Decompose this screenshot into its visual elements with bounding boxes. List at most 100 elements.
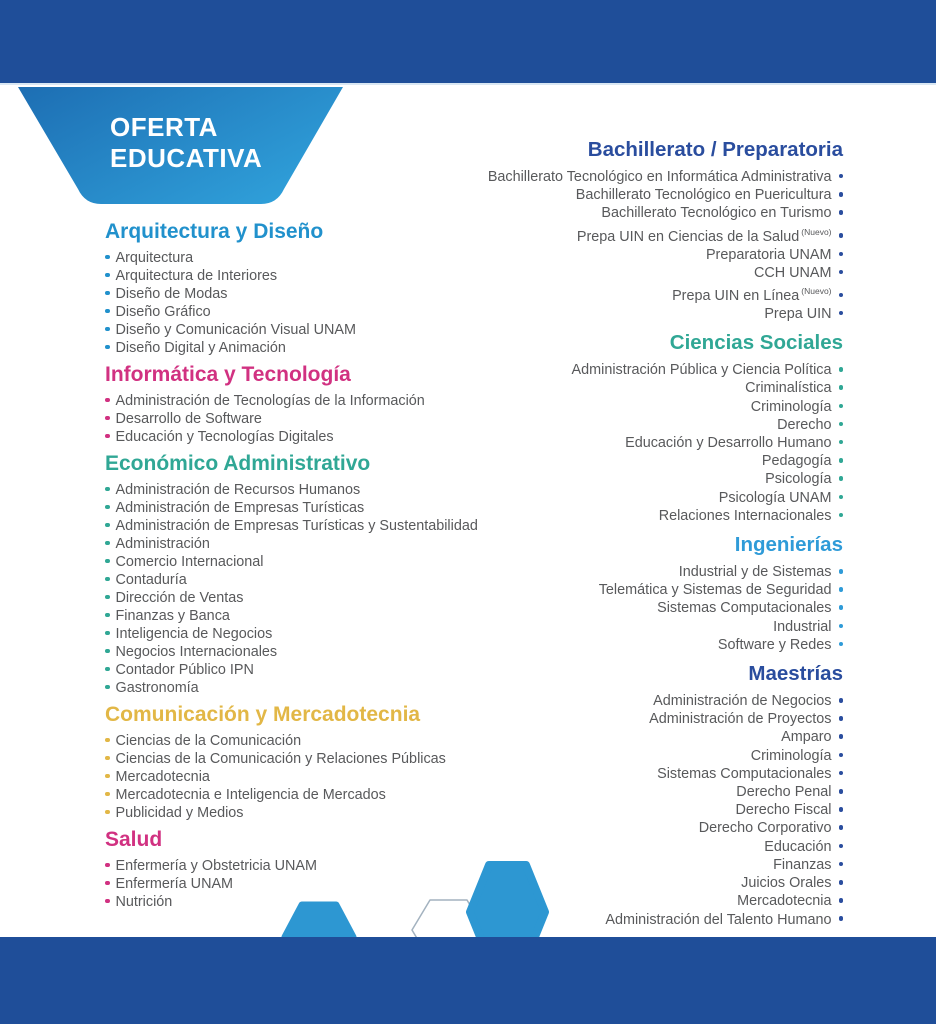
new-tag: (Nuevo)	[801, 226, 832, 237]
bullet-dot	[105, 540, 110, 546]
program-item: Sistemas Computacionales	[413, 599, 843, 617]
program-item: Derecho Penal	[413, 783, 843, 801]
section-title-salud: Salud	[105, 828, 163, 851]
section-title-ingenierias: Ingenierías	[734, 533, 843, 557]
program-item: Criminología	[413, 398, 843, 416]
program-label: Educación y Desarrollo Humano	[625, 435, 832, 452]
program-label: Negocios Internacionales	[115, 644, 278, 660]
program-item: Administración Pública y Ciencia Polític…	[413, 361, 843, 379]
bottom-border-bar	[0, 937, 936, 1024]
section-list-ciencias-sociales: Administración Pública y Ciencia Polític…	[413, 361, 843, 525]
program-item: Administración de Empresas Turísticas	[105, 499, 545, 517]
program-label: Derecho Corporativo	[698, 820, 832, 837]
program-label: Nutrición	[115, 894, 173, 910]
bullet-dot	[105, 272, 110, 278]
program-label: Administración de Proyectos	[649, 711, 832, 728]
program-label: Administración	[115, 536, 210, 552]
program-label: Gastronomía	[115, 680, 199, 696]
section-title-bachillerato-preparatoria: Bachillerato / Preparatoria	[587, 138, 843, 161]
program-label: Ciencias de la Comunicación	[115, 733, 302, 749]
program-item: Administración del Talento Humano	[413, 911, 843, 929]
bullet-dot	[838, 825, 843, 830]
program-label: Ciencias de la Comunicación y Relaciones…	[115, 751, 446, 767]
program-item: Derecho Fiscal	[413, 801, 843, 819]
bullet-dot	[105, 397, 110, 403]
program-label: Psicología	[765, 471, 832, 488]
bullet-dot	[838, 310, 843, 316]
program-label: Bachillerato Tecnológico en Puericultura	[575, 187, 832, 204]
section-title-ciencias-sociales: Ciencias Sociales	[669, 331, 843, 355]
program-item: Finanzas	[413, 856, 843, 874]
bullet-dot	[105, 791, 110, 797]
bullet-dot	[838, 367, 843, 372]
program-item: Mercadotecnia	[105, 768, 545, 786]
hexagon-big-blue	[466, 861, 549, 937]
program-label: Educación	[764, 838, 832, 855]
program-item: Bachillerato Tecnológico en Puericultura	[413, 186, 843, 204]
program-item: Mercadotecnia	[413, 892, 843, 910]
bullet-dot	[838, 569, 843, 574]
program-label: Derecho Fiscal	[735, 802, 832, 819]
new-tag: (Nuevo)	[801, 286, 832, 297]
left-column: Arquitectura y Diseño Arquitectura Arquite…	[105, 221, 545, 911]
bullet-dot	[105, 558, 110, 564]
program-label: Arquitectura de Interiores	[115, 268, 278, 284]
program-item: Relaciones Internacionales	[413, 507, 843, 525]
right-column: Bachillerato / Preparatoria Bachillerato …	[413, 138, 843, 929]
bullet-dot	[105, 290, 110, 296]
program-label: Mercadotecnia	[737, 893, 832, 910]
program-item: Administración de Proyectos	[413, 710, 843, 728]
bullet-dot	[838, 210, 843, 215]
program-item: Telemática y Sistemas de Seguridad	[413, 581, 843, 599]
bullet-dot	[105, 630, 110, 636]
bullet-dot	[838, 494, 843, 500]
section-list-arquitectura-y-diseno: Arquitectura Arquitectura de Interiores Di…	[105, 249, 545, 357]
bullet-dot	[838, 807, 843, 812]
program-label: Mercadotecnia	[115, 769, 210, 785]
section-list-informatica-y-tecnologia: Administración de Tecnologías de la Info…	[105, 392, 545, 446]
program-label: Prepa UIN en Línea	[672, 287, 800, 304]
program-item: Dirección de Ventas	[105, 589, 545, 607]
program-item: Software y Redes	[413, 636, 843, 654]
bullet-dot	[838, 789, 843, 794]
program-label: Administración de Recursos Humanos	[115, 482, 361, 498]
bullet-dot	[838, 292, 843, 298]
program-label: Contaduría	[115, 572, 187, 588]
banner-title: OFERTA EDUCATIVA	[110, 112, 262, 174]
bullet-dot	[838, 403, 843, 409]
bullet-dot	[838, 641, 843, 647]
bullet-dot	[105, 773, 110, 779]
program-item: Administración de Empresas Turísticas y …	[105, 517, 545, 535]
program-label: Sistemas Computacionales	[657, 765, 832, 782]
program-label: Industrial y de Sistemas	[678, 564, 832, 581]
program-item: Arquitectura de Interiores	[105, 267, 545, 285]
bullet-dot	[838, 421, 843, 427]
bullet-dot	[838, 898, 843, 903]
bullet-dot	[105, 880, 110, 886]
program-item: Administración de Tecnologías de la Info…	[105, 392, 545, 410]
program-label: Arquitectura	[115, 250, 194, 266]
bullet-dot	[838, 587, 843, 592]
section-list-salud: Enfermería y Obstetricia UNAM Enfermería …	[105, 857, 545, 911]
bullet-dot	[838, 192, 843, 197]
program-item: Industrial	[413, 618, 843, 636]
program-label: Criminalística	[745, 380, 832, 397]
program-label: Mercadotecnia e Inteligencia de Mercados	[115, 787, 386, 803]
bullet-dot	[105, 433, 110, 439]
program-label: Administración de Negocios	[653, 693, 832, 710]
program-item: Contaduría	[105, 571, 545, 589]
bullet-dot	[105, 415, 110, 421]
section-list-bachillerato-preparatoria: Bachillerato Tecnológico en Informática …	[413, 168, 843, 323]
program-item: Comercio Internacional	[105, 553, 545, 571]
bullet-dot	[105, 344, 110, 350]
program-item: Diseño Digital y Animación	[105, 339, 545, 357]
program-item: Criminología	[413, 747, 843, 765]
program-label: Derecho Penal	[736, 784, 832, 801]
program-item: Publicidad y Medios	[105, 804, 545, 822]
program-label: CCH UNAM	[753, 264, 832, 281]
bullet-dot	[105, 666, 110, 672]
bullet-dot	[838, 173, 843, 179]
section-list-ingenierias: Industrial y de Sistemas Telemática y Sis…	[413, 563, 843, 654]
bullet-dot	[838, 512, 843, 518]
section-list-comunicacion-y-mercadotecnia: Ciencias de la Comunicación Ciencias de l…	[105, 732, 545, 822]
